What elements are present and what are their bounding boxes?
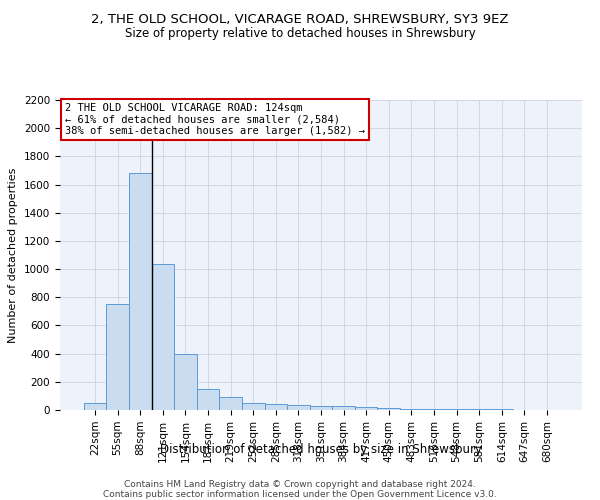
Bar (152, 264, 174, 410)
Bar (129, 174, 152, 410)
Text: Contains public sector information licensed under the Open Government Licence v3: Contains public sector information licen… (103, 490, 497, 499)
Bar (265, 404, 287, 410)
Bar (84, 403, 106, 410)
Y-axis label: Number of detached properties: Number of detached properties (8, 168, 19, 342)
Bar (445, 409, 468, 410)
Bar (197, 389, 220, 410)
Bar (174, 354, 197, 410)
Bar (332, 406, 355, 410)
Bar (422, 409, 445, 410)
Bar (377, 408, 400, 410)
Text: Size of property relative to detached houses in Shrewsbury: Size of property relative to detached ho… (125, 28, 475, 40)
Text: 2, THE OLD SCHOOL, VICARAGE ROAD, SHREWSBURY, SY3 9EZ: 2, THE OLD SCHOOL, VICARAGE ROAD, SHREWS… (91, 12, 509, 26)
Bar (287, 405, 310, 410)
Bar (355, 407, 377, 410)
Bar (106, 304, 129, 410)
Text: 2 THE OLD SCHOOL VICARAGE ROAD: 124sqm
← 61% of detached houses are smaller (2,5: 2 THE OLD SCHOOL VICARAGE ROAD: 124sqm ←… (65, 103, 365, 136)
Bar (242, 403, 265, 410)
Bar (220, 398, 242, 410)
Bar (310, 406, 332, 410)
Text: Contains HM Land Registry data © Crown copyright and database right 2024.: Contains HM Land Registry data © Crown c… (124, 480, 476, 489)
Bar (400, 408, 422, 410)
Text: Distribution of detached houses by size in Shrewsbury: Distribution of detached houses by size … (160, 442, 482, 456)
